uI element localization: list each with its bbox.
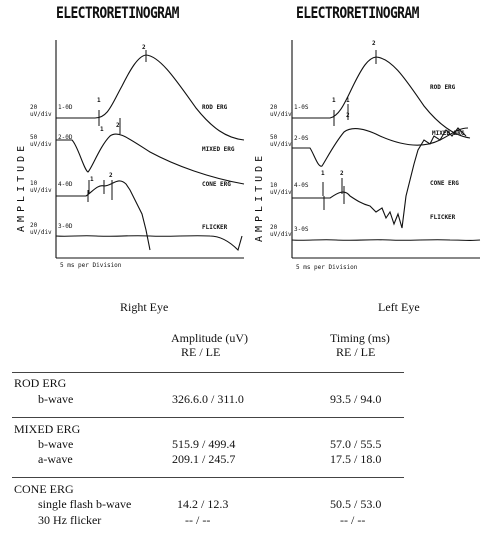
table-cell-timing: 57.0 / 55.5 [330,437,382,451]
table-cell-amplitude: 209.1 / 245.7 [172,452,236,466]
left-cone-label: CONE ERG [430,180,459,187]
table-cell-timing: -- / -- [340,513,366,527]
right-mixed-marker-2: 2 [116,122,120,129]
right-rod-code: 1-0D [58,104,73,111]
right-erg-title: ELECTRORETINOGRAM [56,4,179,23]
table-divider [12,477,404,478]
left-cone-marker-1: 1 [321,170,325,177]
left-axis-frame [291,40,480,259]
left-flicker-scale: 20 uV/div [270,224,292,238]
right-rod-scale: 20 uV/div [30,104,52,118]
left-time-scale: 5 ms per Division [296,264,358,271]
table-cell-timing: 93.5 / 94.0 [330,392,382,406]
right-rod-trace [56,54,245,141]
right-mixed-marker-1: 1 [100,126,104,133]
left-rod-scale: 20 uV/div [270,104,292,118]
right-cone-trace [56,180,151,251]
table-row-label: b-wave [38,392,74,406]
left-flicker-label: FLICKER [430,214,456,221]
right-rod-label: ROD ERG [202,104,228,111]
table-cell-timing: 17.5 / 18.0 [330,452,382,466]
amplitude-header: Amplitude (uV) [171,331,248,345]
section-rod-erg: ROD ERG [14,376,67,390]
right-flicker-trace [55,235,243,252]
timing-header: Timing (ms) [330,331,390,345]
left-mixed-code: 2-0S [294,135,309,142]
timing-subheader: RE / LE [336,345,376,359]
left-mixed-label: MIXED ERG [432,130,465,137]
right-eye-label: Right Eye [120,300,169,314]
right-time-scale: 5 ms per Division [60,262,122,269]
table-cell-amplitude: 326.6.0 / 311.0 [172,392,244,406]
left-amplitude-label: AMPLITUDE [254,151,265,242]
right-cone-marker-2: 2 [109,172,113,179]
table-row-label: single flash b-wave [38,497,132,511]
left-cone-scale: 10 uV/div [270,182,292,196]
right-cone-label: CONE ERG [202,181,231,188]
right-axis-frame [55,40,244,259]
left-cone-trace [292,127,467,229]
right-amplitude-label: AMPLITUDE [16,141,27,232]
table-row-label: a-wave [38,452,73,466]
right-cone-marker-1: 1 [90,176,94,183]
left-mixed-scale: 50 uV/div [270,134,292,148]
right-mixed-trace [56,133,245,185]
table-cell-amplitude: 14.2 / 12.3 [177,497,229,511]
table-divider [12,372,404,373]
table-row-label: 30 Hz flicker [38,513,102,527]
section-cone-erg: CONE ERG [14,482,74,496]
right-cone-scale: 10 uV/div [30,180,52,194]
right-mixed-code: 2-0D [58,134,73,141]
table-row-label: b-wave [38,437,74,451]
section-mixed-erg: MIXED ERG [14,422,81,436]
table-cell-timing: 50.5 / 53.0 [330,497,382,511]
right-flicker-code: 3-0D [58,223,73,230]
right-flicker-label: FLICKER [202,224,228,231]
right-cone-code: 4-0D [58,181,73,188]
left-flicker-trace [291,239,481,241]
left-rod-marker-2: 2 [372,40,376,47]
left-mixed-trace [292,127,469,167]
table-divider [12,417,404,418]
left-flicker-code: 3-0S [294,226,309,233]
table-cell-amplitude: -- / -- [185,513,211,527]
right-mixed-label: MIXED ERG [202,146,235,153]
left-eye-label: Left Eye [378,300,420,314]
left-rod-marker-1: 1 [332,97,336,104]
right-rod-marker-1: 1 [97,97,101,104]
left-rod-trace [292,56,471,139]
right-rod-marker-2: 2 [142,44,146,51]
left-mixed-marker-2: 2 [346,112,350,119]
left-cone-marker-2: 2 [340,170,344,177]
left-mixed-marker-1: 1 [346,97,350,104]
left-cone-code: 4-0S [294,182,309,189]
left-rod-code: 1-0S [294,104,309,111]
left-erg-title: ELECTRORETINOGRAM [296,4,419,23]
right-flicker-scale: 20 uV/div [30,222,52,236]
left-rod-label: ROD ERG [430,84,456,91]
amplitude-subheader: RE / LE [181,345,221,359]
table-cell-amplitude: 515.9 / 499.4 [172,437,236,451]
right-mixed-scale: 50 uV/div [30,134,52,148]
